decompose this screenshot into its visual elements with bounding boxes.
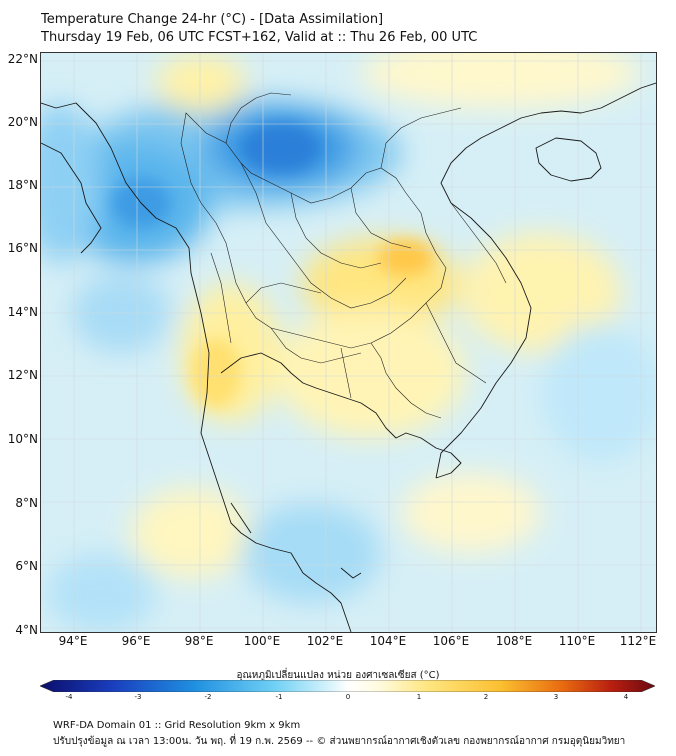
colorbar: [40, 680, 655, 692]
lat-label: 4°N: [15, 623, 38, 637]
lon-label: 96°E: [121, 634, 151, 648]
lon-label: 110°E: [558, 634, 596, 648]
lat-label: 20°N: [7, 115, 38, 129]
lon-label: 104°E: [369, 634, 407, 648]
lat-label: 8°N: [15, 496, 38, 510]
lat-label: 18°N: [7, 178, 38, 192]
footer-credit: ปรับปรุงข้อมูล ณ เวลา 13:00น. วัน พฤ. ที…: [53, 736, 626, 747]
lon-label: 98°E: [184, 634, 214, 648]
colorbar-tick: -4: [65, 693, 73, 701]
colorbar-tick: 4: [623, 693, 629, 701]
colorbar-tick: 1: [416, 693, 422, 701]
lon-label: 108°E: [495, 634, 533, 648]
colorbar-tick: -2: [204, 693, 212, 701]
temperature-field: [41, 53, 656, 632]
lat-label: 10°N: [7, 432, 38, 446]
lat-label: 6°N: [15, 559, 38, 573]
graticule: [41, 53, 656, 632]
map-panel: [40, 52, 657, 633]
lat-label: 16°N: [7, 241, 38, 255]
colorbar-tick: -1: [275, 693, 283, 701]
footer-model-info: WRF-DA Domain 01 :: Grid Resolution 9km …: [53, 720, 301, 731]
chart-title: Temperature Change 24-hr (°C) - [Data As…: [41, 12, 384, 27]
lat-label: 12°N: [7, 368, 38, 382]
coastlines: [41, 82, 656, 632]
colorbar-tick: 3: [553, 693, 559, 701]
lat-label: 14°N: [7, 305, 38, 319]
colorbar-tick: 0: [345, 693, 351, 701]
lon-label: 102°E: [306, 634, 344, 648]
admin-boundaries: [180, 92, 507, 419]
colorbar-title: อุณหภูมิเปลี่ยนแปลง หน่วย องศาเซลเซียส (…: [236, 670, 440, 681]
lon-label: 100°E: [243, 634, 281, 648]
lon-label: 112°E: [619, 634, 657, 648]
chart-subtitle: Thursday 19 Feb, 06 UTC FCST+162, Valid …: [41, 30, 478, 45]
lon-label: 106°E: [432, 634, 470, 648]
lat-label: 22°N: [7, 52, 38, 66]
colorbar-tick: -3: [134, 693, 142, 701]
temperature-change-map: [41, 53, 656, 632]
colorbar-tick: 2: [483, 693, 489, 701]
lon-label: 94°E: [58, 634, 88, 648]
